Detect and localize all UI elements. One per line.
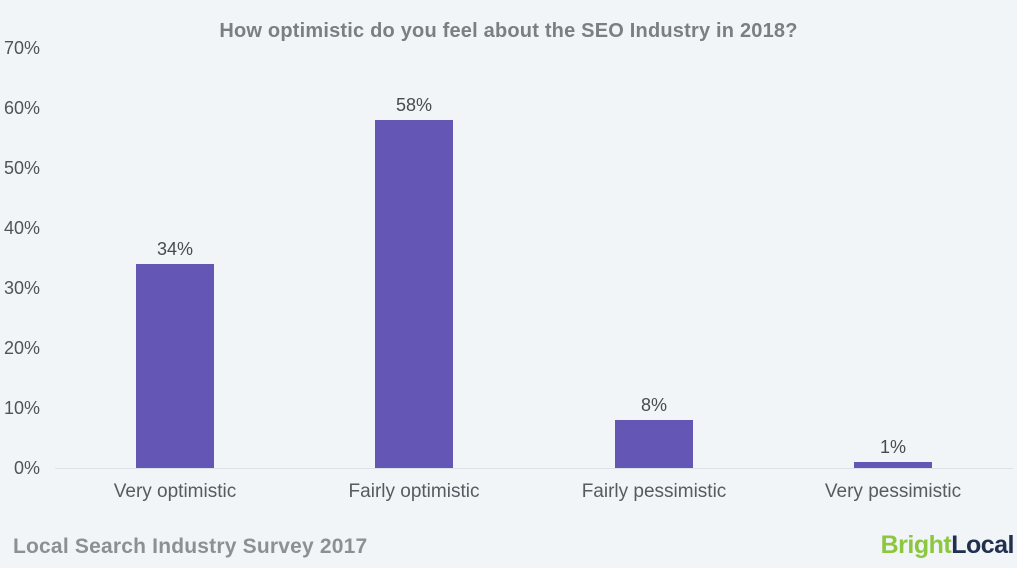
- right-margin-strip: [1017, 0, 1024, 568]
- y-axis-tick-label: 0%: [13, 458, 40, 478]
- bar-value-label: 8%: [640, 395, 667, 415]
- bar-value-label: 58%: [395, 95, 433, 115]
- bar-very-optimistic: [136, 264, 214, 468]
- bar-value-label: 1%: [879, 437, 906, 457]
- x-axis-category-label: Very optimistic: [113, 481, 237, 502]
- y-axis-tick-label: 60%: [3, 98, 40, 118]
- x-axis-category-label: Very pessimistic: [824, 481, 962, 502]
- bar-value-label: 34%: [156, 239, 194, 259]
- chart-title: How optimistic do you feel about the SEO…: [219, 20, 798, 42]
- source-label: Local Search Industry Survey 2017: [13, 535, 368, 558]
- x-axis-category-label: Fairly pessimistic: [581, 481, 727, 502]
- bar-very-pessimistic: [854, 462, 932, 468]
- brand-logo: BrightLocal: [880, 531, 1015, 560]
- brand-logo-local: Local: [951, 531, 1014, 559]
- y-axis-tick-label: 50%: [3, 158, 40, 178]
- brand-logo-bright: Bright: [880, 531, 952, 559]
- y-axis-tick-label: 30%: [3, 278, 40, 298]
- bar-fairly-optimistic: [375, 120, 453, 468]
- bar-fairly-pessimistic: [615, 420, 693, 468]
- x-axis-category-label: Fairly optimistic: [348, 481, 480, 502]
- y-axis-tick-label: 40%: [3, 218, 40, 238]
- x-axis-baseline: [55, 468, 1013, 469]
- y-axis-tick-label: 20%: [3, 338, 40, 358]
- y-axis-tick-label: 10%: [3, 398, 40, 418]
- y-axis-tick-label: 70%: [3, 38, 40, 58]
